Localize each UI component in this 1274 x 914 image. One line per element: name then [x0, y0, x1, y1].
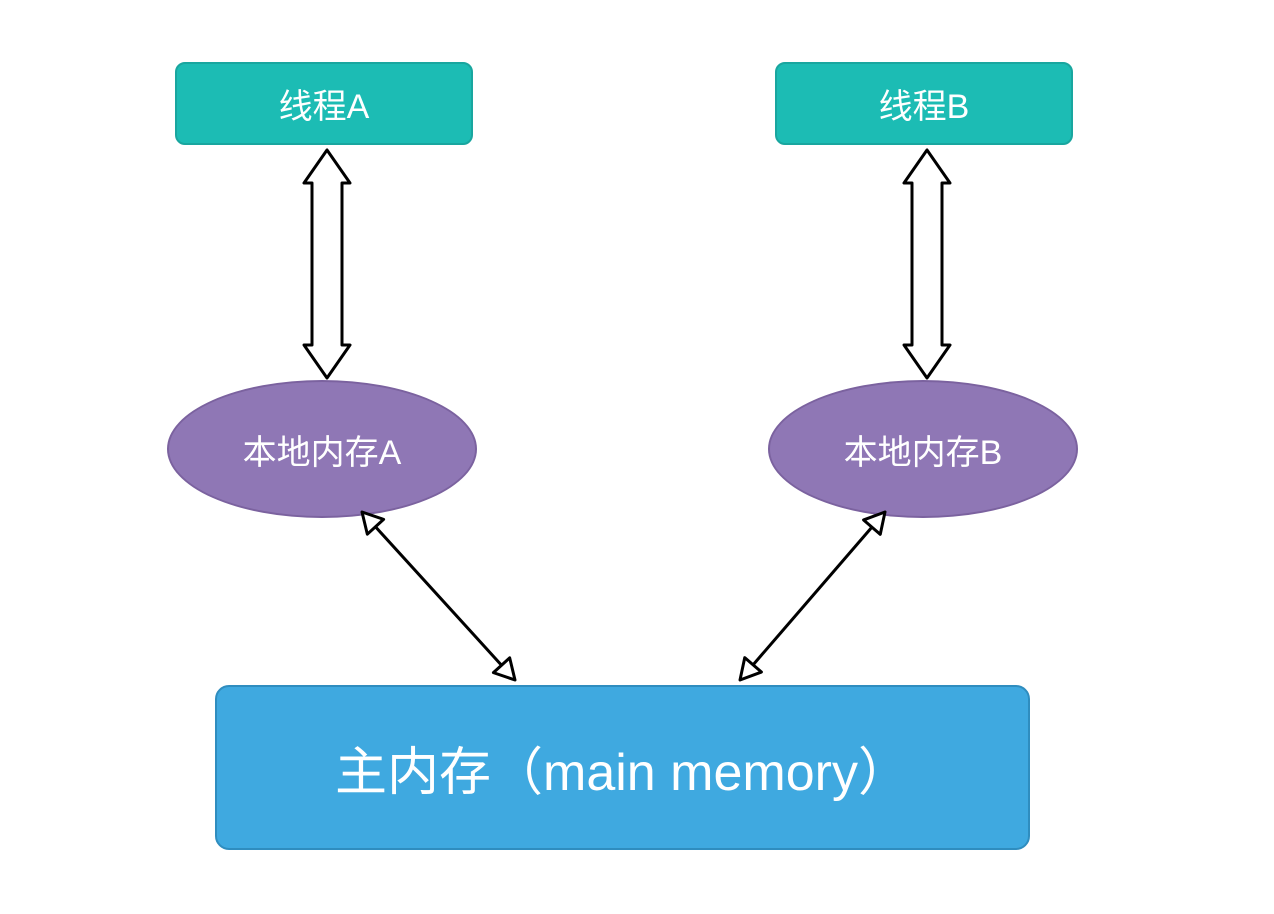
arrow-thread-a-local-a — [304, 150, 350, 378]
node-local-memory-b: 本地内存B — [768, 380, 1078, 518]
node-main-memory: 主内存（main memory） — [215, 685, 1030, 850]
arrow-local-a-main — [362, 512, 515, 680]
node-thread-b: 线程B — [775, 62, 1073, 145]
node-thread-a: 线程A — [175, 62, 473, 145]
arrow-local-b-main — [740, 512, 885, 680]
arrow-thread-b-local-b — [904, 150, 950, 378]
node-local-memory-a: 本地内存A — [167, 380, 477, 518]
